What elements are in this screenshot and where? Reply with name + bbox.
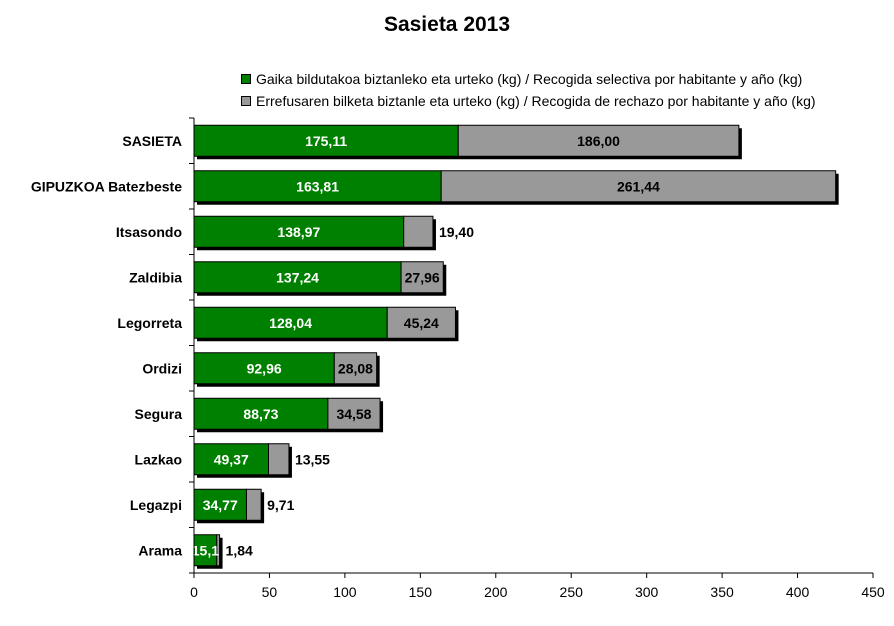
data-label-selective: 138,97: [277, 224, 320, 240]
legend-item-rejection: Errefusaren bilketa biztanle eta urteko …: [241, 90, 816, 112]
bar-selective: [193, 397, 329, 430]
data-label-rejection: 186,00: [577, 133, 620, 149]
category-label: SASIETA: [122, 133, 182, 149]
data-label-selective: 88,73: [243, 406, 278, 422]
data-label-rejection: 261,44: [617, 178, 660, 194]
category-label: GIPUZKOA Batezbeste: [31, 178, 182, 194]
x-tick-label: 450: [861, 584, 885, 600]
data-label-selective: 163,81: [296, 178, 339, 194]
bar-rejection: [216, 534, 221, 567]
data-label-rejection: 9,71: [267, 497, 294, 513]
data-label-rejection: 45,24: [404, 315, 439, 331]
data-label-rejection: 28,08: [338, 360, 373, 376]
data-label-rejection: 1,84: [226, 542, 253, 558]
bar-rejection: [333, 352, 378, 385]
x-tick-label: 250: [560, 584, 584, 600]
bar-rejection: [457, 124, 740, 157]
data-label-rejection: 34,58: [336, 406, 371, 422]
category-label: Segura: [135, 406, 183, 422]
legend-label-rejection: Errefusaren bilketa biztanle eta urteko …: [256, 93, 816, 109]
legend-swatch-selective: [241, 74, 251, 84]
category-label: Ordizi: [142, 360, 182, 376]
category-label: Legazpi: [130, 497, 182, 513]
category-label: Lazkao: [135, 451, 182, 467]
data-label-selective: 137,24: [276, 269, 319, 285]
legend: Gaika bildutakoa biztanleko eta urteko (…: [241, 68, 816, 112]
bar-rejection: [245, 488, 262, 521]
data-label-selective: 49,37: [214, 451, 249, 467]
data-label-rejection: 27,96: [405, 269, 440, 285]
bar-selective: [193, 124, 459, 157]
data-label-selective: 15,1: [192, 542, 219, 558]
bar-rejection: [403, 215, 434, 248]
bar-rejection: [386, 306, 456, 339]
chart-title: Sasieta 2013: [383, 13, 511, 36]
x-tick-label: 200: [484, 584, 508, 600]
category-label: Legorreta: [117, 315, 182, 331]
data-label-rejection: 13,55: [295, 451, 330, 467]
bar-rejection: [400, 261, 444, 294]
x-tick-label: 0: [190, 584, 198, 600]
legend-swatch-rejection: [241, 96, 251, 106]
data-label-selective: 34,77: [203, 497, 238, 513]
x-tick-label: 50: [262, 584, 278, 600]
x-tick-label: 150: [409, 584, 433, 600]
data-label-selective: 92,96: [247, 360, 282, 376]
bar-rejection: [327, 397, 381, 430]
legend-item-selective: Gaika bildutakoa biztanleko eta urteko (…: [241, 68, 816, 90]
bar-rejection: [267, 443, 290, 476]
x-tick-label: 350: [710, 584, 734, 600]
x-tick-label: 300: [635, 584, 659, 600]
category-label: Arama: [138, 542, 182, 558]
data-label-rejection: 19,40: [439, 224, 474, 240]
category-label: Itsasondo: [116, 224, 182, 240]
data-label-selective: 128,04: [269, 315, 312, 331]
bar-selective: [193, 488, 247, 521]
x-tick-label: 100: [333, 584, 357, 600]
bar-rejection: [440, 170, 837, 203]
bar-selective: [193, 306, 388, 339]
x-tick-label: 400: [786, 584, 810, 600]
category-label: Zaldibia: [129, 269, 182, 285]
data-label-selective: 175,11: [305, 133, 347, 149]
legend-label-selective: Gaika bildutakoa biztanleko eta urteko (…: [256, 71, 803, 87]
